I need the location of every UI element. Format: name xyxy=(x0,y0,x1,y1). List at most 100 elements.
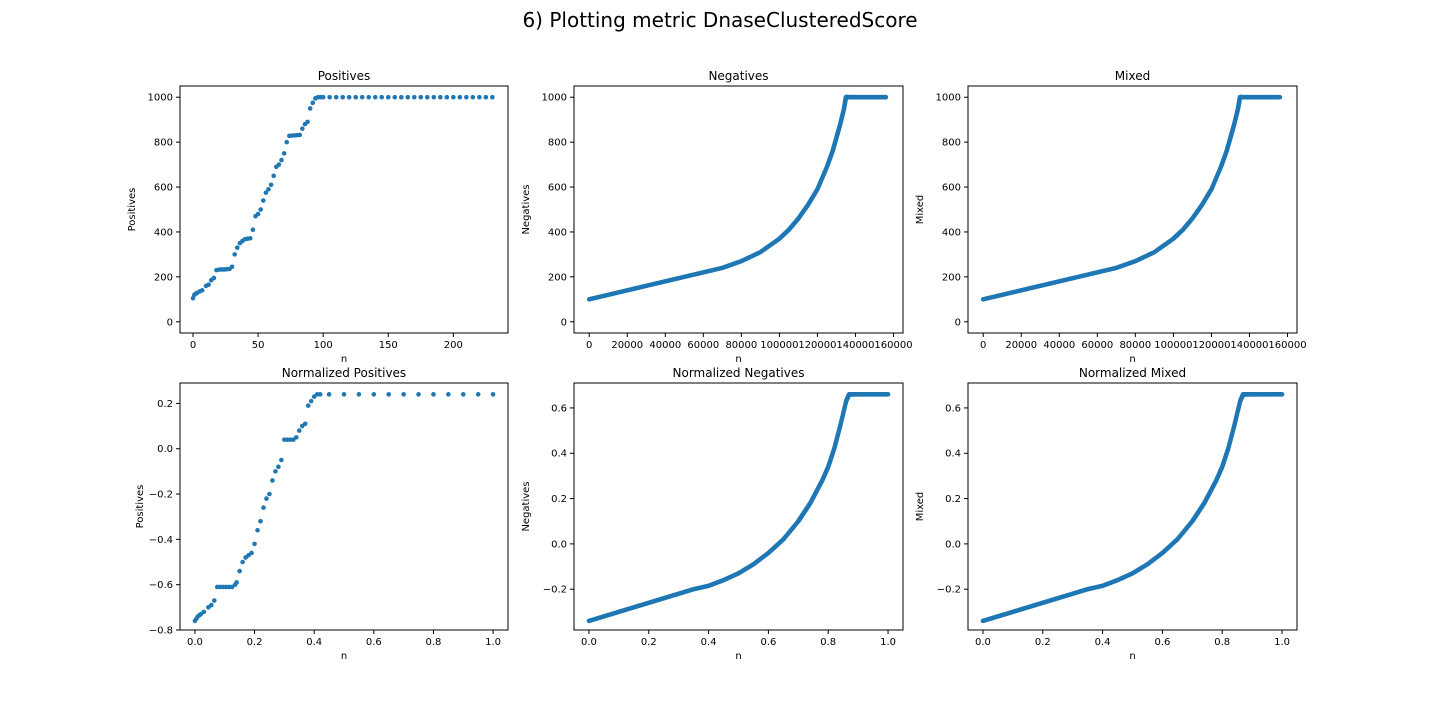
data-point xyxy=(305,119,310,125)
x-tick-label: 160000 xyxy=(1268,340,1306,351)
y-tick-label: −0.8 xyxy=(149,626,173,637)
subplot-6: 0.0 0.2 0.4 0.6 0.8 1.0 −0.2 0.0 0.2 0.4 0.6 Normal… xyxy=(915,366,1298,662)
data-point xyxy=(490,392,496,397)
y-tick-label: 1000 xyxy=(148,93,173,104)
x-axis-label: n xyxy=(735,651,741,662)
data-point xyxy=(305,403,311,408)
x-tick-label: 100 xyxy=(314,340,333,351)
y-axis-label: Negatives xyxy=(521,184,532,234)
data-point xyxy=(229,264,235,270)
data-point xyxy=(401,392,406,397)
series-markers xyxy=(586,392,891,624)
data-point xyxy=(460,392,466,397)
subplot-title: Normalized Positives xyxy=(282,366,406,380)
y-tick-label: 200 xyxy=(942,272,961,283)
x-tick-label: 80000 xyxy=(1119,340,1151,351)
data-point xyxy=(418,94,424,100)
data-point xyxy=(307,106,313,111)
axes-frame xyxy=(179,382,509,631)
x-tick-label: 0.8 xyxy=(426,637,442,648)
data-point xyxy=(411,94,417,100)
data-point xyxy=(276,162,282,167)
data-point xyxy=(326,392,332,397)
y-axis-label: Mixed xyxy=(915,195,926,225)
data-point xyxy=(490,94,495,100)
data-point xyxy=(250,227,256,233)
data-point xyxy=(237,568,242,574)
x-tick-label: 0.4 xyxy=(306,637,322,648)
y-tick-label: −0.2 xyxy=(937,585,961,596)
data-point xyxy=(211,598,217,603)
x-tick-label: 40000 xyxy=(649,340,681,351)
data-point xyxy=(234,245,240,250)
subplot-4: 0.0 0.2 0.4 0.6 0.8 1.0 −0.8 −0.6 −0.4 −0.2 0.0 0.2… xyxy=(135,366,509,662)
y-tick-label: 0 xyxy=(561,317,567,328)
x-tick-label: 0.2 xyxy=(641,637,657,648)
y-tick-label: 800 xyxy=(548,138,567,149)
data-point xyxy=(405,94,411,100)
data-point xyxy=(258,518,263,524)
x-tick-label: 150 xyxy=(379,340,398,351)
y-tick-label: 0.6 xyxy=(551,403,567,414)
data-point xyxy=(356,392,362,397)
data-point xyxy=(353,94,359,100)
data-point xyxy=(320,94,326,100)
data-point xyxy=(483,94,489,100)
subplot-5: 0.0 0.2 0.4 0.6 0.8 1.0 −0.2 0.0 0.2 0.4 0.6 Normal… xyxy=(521,366,904,662)
data-point xyxy=(279,157,284,163)
x-tick-label: 100000 xyxy=(1154,340,1192,351)
subplot-3: 0 20000 40000 60000 80000 100000 120000 140000 1… xyxy=(915,69,1307,365)
data-point xyxy=(392,94,398,100)
x-tick-label: 0.2 xyxy=(247,637,263,648)
data-point xyxy=(359,94,365,100)
data-point xyxy=(249,550,254,556)
data-point xyxy=(268,182,274,188)
axes-frame xyxy=(967,382,1298,631)
data-point xyxy=(1277,94,1283,100)
x-tick-label: 20000 xyxy=(611,340,643,351)
subplot-title: Mixed xyxy=(1115,69,1150,83)
y-tick-label: 0.0 xyxy=(551,539,567,550)
data-point xyxy=(451,94,456,100)
data-point xyxy=(425,94,430,100)
y-tick-label: 0.4 xyxy=(551,449,567,460)
y-tick-label: 600 xyxy=(154,183,173,194)
data-point xyxy=(302,421,308,427)
data-point xyxy=(276,464,281,470)
data-point xyxy=(457,94,463,100)
x-tick-label: 0.8 xyxy=(820,637,836,648)
data-point xyxy=(372,94,378,100)
y-tick-label: 0.0 xyxy=(157,444,173,455)
data-point xyxy=(273,469,278,474)
data-point xyxy=(379,94,385,100)
y-tick-label: 200 xyxy=(548,272,567,283)
y-axis-label: Negatives xyxy=(521,481,532,531)
data-point xyxy=(267,491,272,497)
data-point xyxy=(883,94,889,100)
x-tick-label: 0.6 xyxy=(760,637,776,648)
x-tick-label: 200 xyxy=(444,340,463,351)
y-tick-label: −0.2 xyxy=(149,490,173,501)
y-tick-label: 0.2 xyxy=(157,399,173,410)
data-point xyxy=(475,392,481,397)
y-tick-label: 400 xyxy=(942,227,961,238)
x-tick-label: 140000 xyxy=(1230,340,1268,351)
data-point xyxy=(209,602,214,608)
y-tick-label: 0 xyxy=(955,317,961,328)
y-tick-label: 400 xyxy=(154,227,173,238)
x-axis-label: n xyxy=(1129,651,1135,662)
data-point xyxy=(366,94,372,100)
data-point xyxy=(885,392,891,397)
data-point xyxy=(271,173,277,179)
data-point xyxy=(201,609,207,615)
x-tick-label: 140000 xyxy=(836,340,874,351)
x-axis-label: n xyxy=(341,651,347,662)
data-point xyxy=(340,94,345,100)
y-tick-label: −0.4 xyxy=(149,535,173,546)
x-tick-label: 50 xyxy=(252,340,265,351)
data-point xyxy=(308,398,314,404)
subplot-1: 0 50 100 150 200 0 200 400 600 800 1000 Positives n P… xyxy=(127,69,509,365)
x-tick-label: 80000 xyxy=(725,340,757,351)
data-point xyxy=(346,94,352,100)
